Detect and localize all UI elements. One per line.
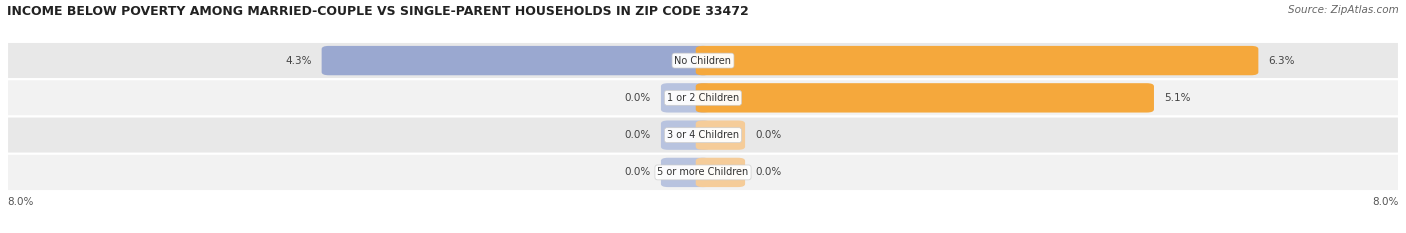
Text: 0.0%: 0.0%: [755, 130, 782, 140]
FancyBboxPatch shape: [696, 83, 1154, 113]
Text: 8.0%: 8.0%: [7, 197, 34, 207]
FancyBboxPatch shape: [7, 116, 1399, 154]
FancyBboxPatch shape: [696, 46, 1258, 75]
Text: 0.0%: 0.0%: [624, 130, 651, 140]
Text: 0.0%: 0.0%: [624, 93, 651, 103]
FancyBboxPatch shape: [696, 120, 745, 150]
Text: 6.3%: 6.3%: [1268, 56, 1295, 65]
Text: 5.1%: 5.1%: [1164, 93, 1191, 103]
FancyBboxPatch shape: [7, 42, 1399, 79]
FancyBboxPatch shape: [7, 154, 1399, 191]
Text: 8.0%: 8.0%: [1372, 197, 1399, 207]
FancyBboxPatch shape: [661, 120, 710, 150]
Text: 4.3%: 4.3%: [285, 56, 312, 65]
FancyBboxPatch shape: [7, 79, 1399, 116]
Text: 5 or more Children: 5 or more Children: [658, 168, 748, 177]
Text: 0.0%: 0.0%: [624, 168, 651, 177]
Text: INCOME BELOW POVERTY AMONG MARRIED-COUPLE VS SINGLE-PARENT HOUSEHOLDS IN ZIP COD: INCOME BELOW POVERTY AMONG MARRIED-COUPL…: [7, 5, 749, 18]
Text: 1 or 2 Children: 1 or 2 Children: [666, 93, 740, 103]
FancyBboxPatch shape: [696, 158, 745, 187]
Text: No Children: No Children: [675, 56, 731, 65]
FancyBboxPatch shape: [661, 83, 710, 113]
FancyBboxPatch shape: [661, 158, 710, 187]
Text: 3 or 4 Children: 3 or 4 Children: [666, 130, 740, 140]
Text: 0.0%: 0.0%: [755, 168, 782, 177]
Text: Source: ZipAtlas.com: Source: ZipAtlas.com: [1288, 5, 1399, 15]
FancyBboxPatch shape: [322, 46, 710, 75]
